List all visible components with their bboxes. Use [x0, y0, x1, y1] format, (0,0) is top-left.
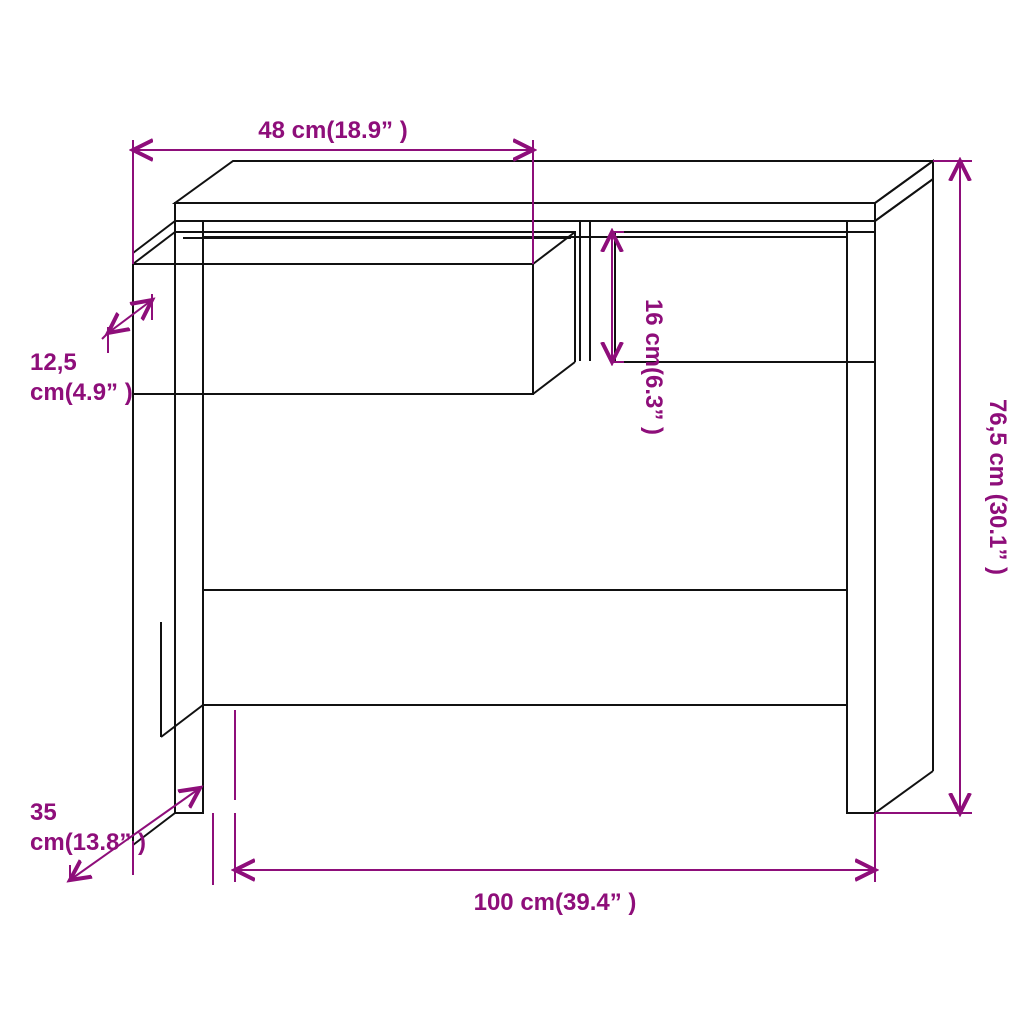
svg-text:12,5: 12,5	[30, 349, 77, 376]
depth-value: 35	[30, 799, 57, 826]
console-table-outline	[0, 0, 933, 858]
svg-text:76,5 cm (30.1” ): 76,5 cm (30.1” )	[984, 399, 1011, 575]
dimension-diagram: 100 cm(39.4” ) 35 cm(13.8” ) 76,5 cm (30.1”…	[0, 0, 1024, 1024]
svg-text:cm(13.8” ): cm(13.8” )	[30, 829, 146, 856]
svg-text:48 cm(18.9” ): 48 cm(18.9” )	[258, 117, 407, 144]
svg-text:16 cm(6.3” ): 16 cm(6.3” )	[640, 299, 667, 435]
svg-text:cm(4.9” ): cm(4.9” )	[30, 379, 133, 406]
svg-text:100 cm(39.4” ): 100 cm(39.4” )	[474, 889, 637, 916]
